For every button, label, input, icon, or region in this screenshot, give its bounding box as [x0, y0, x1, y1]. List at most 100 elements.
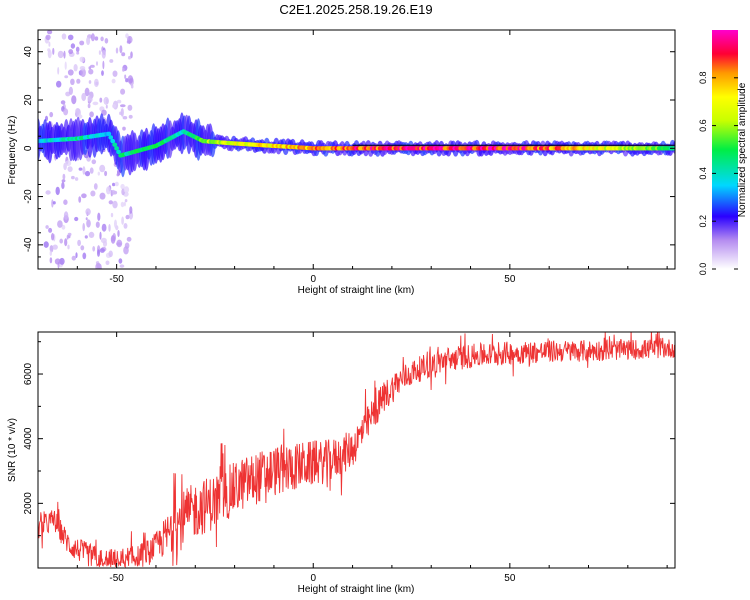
- spectrogram-noise-cell: [95, 81, 99, 86]
- spectrogram-noise-cell: [49, 111, 54, 118]
- spectrogram-noise-cell: [45, 34, 51, 40]
- spectrogram-x-label: Height of straight line (km): [298, 285, 415, 296]
- spectrogram-noise-cell: [101, 49, 106, 59]
- snr-x-tick-label: 50: [504, 573, 516, 584]
- spectrogram-noise-cell: [101, 223, 107, 232]
- spectrogram-noise-cell: [79, 40, 85, 46]
- spectrogram-noise-cell: [122, 116, 128, 120]
- spectrogram-noise-cell: [120, 104, 126, 108]
- spectrogram-noise-cell: [127, 104, 133, 111]
- spectrogram-noise-cell: [111, 235, 114, 242]
- spectrogram-noise-cell: [124, 74, 127, 79]
- spectrogram-noise-cell: [108, 224, 111, 232]
- spectrogram-noise-cell: [90, 190, 96, 197]
- spectrogram-noise-cell: [67, 232, 72, 236]
- spectrogram-noise-cell: [85, 217, 88, 221]
- spectrogram-noise-cell: [67, 34, 74, 41]
- spectrogram-noise-cell: [88, 68, 94, 75]
- spectrogram-noise-cell: [88, 66, 92, 70]
- spectrogram-noise-cell: [99, 164, 106, 173]
- spectrogram-noise-cell: [119, 45, 123, 54]
- spectrogram-noise-cell: [88, 80, 92, 84]
- spectrogram-noise-cell: [110, 212, 114, 218]
- spectrogram-ridge-cell: [108, 135, 114, 140]
- spectrogram-noise-cell: [105, 260, 110, 266]
- snr-x-tick-label: 0: [310, 573, 316, 584]
- spectrogram-noise-cell: [97, 249, 100, 257]
- spectrogram-noise-cell: [125, 214, 130, 220]
- spectrogram-x-ticks: -50 0 50: [76, 30, 668, 285]
- spectrogram-noise-cell: [112, 70, 118, 77]
- spectrogram-noise-cell: [82, 252, 87, 260]
- spectrogram-noise-cell: [57, 220, 63, 228]
- spectrogram-noise-cell: [89, 167, 94, 174]
- spectrogram-noise-cell: [45, 225, 49, 229]
- colorbar-label: Normalized spectral amplitude: [737, 82, 748, 217]
- spectrogram-noise-cell: [43, 241, 49, 248]
- spectrogram-noise-cell: [71, 255, 77, 261]
- spectrogram-noise-cell: [80, 68, 86, 77]
- spectrogram-noise-cell: [93, 183, 98, 190]
- spectrogram-noise-cell: [116, 99, 122, 104]
- snr-plot: -50 0 50 2000 4000 6000 Height of straight l…: [7, 331, 676, 595]
- spectrogram-noise-cell: [70, 43, 76, 49]
- spectrogram-noise-cell: [99, 97, 103, 103]
- colorbar-tick-label: 0.0: [698, 263, 708, 276]
- spectrogram-noise-cell: [114, 181, 119, 187]
- spectrogram-marks: [38, 30, 675, 269]
- spectrogram-noise-cell: [55, 186, 60, 196]
- colorbar-ticks: 0.0 0.2 0.4 0.6 0.8: [698, 72, 738, 276]
- spectrogram-x-tick-label: 0: [310, 274, 316, 285]
- spectrogram-ridge-cell: [112, 142, 118, 147]
- spectrogram-noise-cell: [64, 75, 69, 79]
- spectrogram-noise-cell: [89, 111, 94, 118]
- spectrogram-y-tick-label: 0: [23, 145, 34, 151]
- snr-y-tick-label: 2000: [23, 492, 34, 515]
- spectrogram-y-label: Frequency (Hz): [7, 116, 18, 185]
- spectrogram-noise-cell: [63, 211, 69, 220]
- spectrogram-noise-cell: [59, 257, 65, 265]
- spectrogram-ridge-cell: [106, 131, 112, 136]
- colorbar-tick-label: 0.4: [698, 167, 708, 180]
- figure-title: C2E1.2025.258.19.26.E19: [279, 2, 432, 17]
- spectrogram-noise-cell: [79, 56, 85, 63]
- spectrogram-noise-cell: [86, 219, 91, 228]
- colorbar-tick-label: 0.8: [698, 72, 708, 85]
- spectrogram-noise-cell: [122, 126, 126, 131]
- snr-frame: [37, 331, 676, 569]
- spectrogram-noise-cell: [76, 157, 80, 161]
- spectrogram-noise-cell: [111, 189, 116, 195]
- spectrogram-noise-cell: [92, 246, 96, 252]
- spectrogram-noise-cell: [99, 248, 105, 253]
- spectrogram-noise-cell: [82, 223, 85, 232]
- spectrogram-ridge-cell: [116, 149, 121, 155]
- spectrogram-noise-cell: [111, 78, 116, 84]
- spectrogram-noise-cell: [49, 250, 52, 256]
- spectrogram-noise-cell: [122, 67, 125, 72]
- snr-y-tick-label: 4000: [23, 427, 34, 450]
- spectrogram-noise-cell: [87, 95, 93, 103]
- spectrogram-noise-cell: [95, 221, 100, 228]
- snr-y-tick-label: 6000: [23, 362, 34, 385]
- spectrogram-noise-cell: [120, 108, 124, 117]
- spectrogram-noise-cell: [97, 212, 101, 221]
- spectrogram-noise-cell: [63, 50, 66, 59]
- spectrogram-noise-cell: [66, 234, 69, 240]
- spectrogram-noise-cell: [78, 196, 82, 203]
- spectrogram-noise-cell: [120, 183, 125, 190]
- spectrogram-noise-cell: [84, 235, 88, 239]
- spectrogram-y-tick-label: 40: [23, 46, 34, 58]
- spectrogram-noise-cell: [67, 244, 70, 250]
- spectrogram-noise-cell: [102, 240, 108, 247]
- spectrogram-noise-cell: [120, 201, 125, 208]
- spectrogram-noise-cell: [68, 49, 74, 55]
- spectrogram-noise-cell: [102, 60, 105, 70]
- spectrogram-x-tick-label: 50: [504, 274, 516, 285]
- spectrogram-noise-cell: [76, 78, 81, 84]
- spectrogram-noise-cell: [65, 160, 72, 167]
- spectrogram-noise-cell: [51, 233, 55, 241]
- colorbar-gradient: [712, 30, 738, 269]
- snr-y-ticks: 2000 4000 6000: [23, 341, 675, 537]
- spectrogram-frame: [37, 29, 676, 270]
- spectrogram-noise-cell: [117, 230, 120, 237]
